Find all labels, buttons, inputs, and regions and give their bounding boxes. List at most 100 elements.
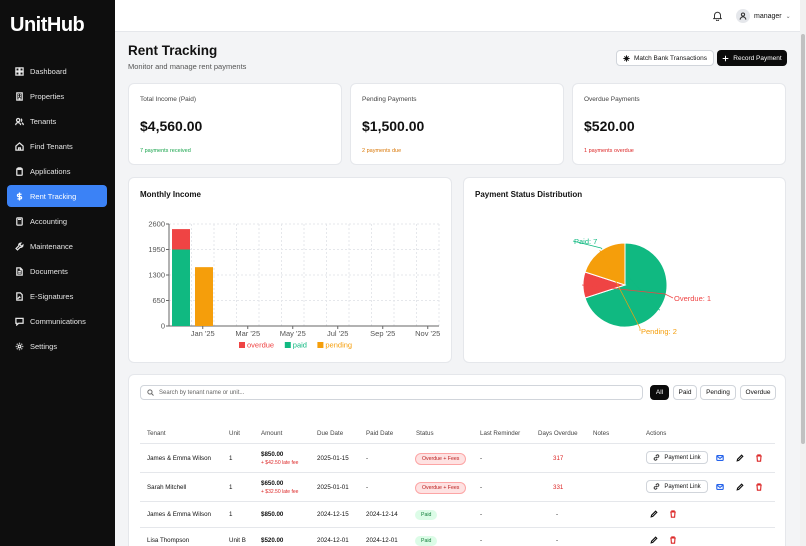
column-header: Actions (646, 430, 667, 437)
table-row[interactable]: James & Emma Wilson 1 $850.00 + $42.50 la… (140, 443, 775, 472)
days-overdue: 331 (553, 484, 564, 491)
sidebar-item-properties[interactable]: Properties (7, 85, 107, 107)
monthly-income-chart: 0 650 1300 1950 2600 Jan '25 Mar '25 May '25 Jul… (148, 220, 440, 350)
link-icon (654, 483, 660, 490)
stat-label: Pending Payments (362, 96, 417, 103)
table-row[interactable]: Sarah Mitchell 1 $650.00 + $32.50 late fe… (140, 472, 775, 501)
edit-icon[interactable] (650, 536, 659, 545)
bell-icon[interactable] (712, 11, 723, 23)
app-logo[interactable]: UnitHub (10, 14, 85, 36)
sidebar-item-label: Settings (30, 341, 58, 351)
y-tick-label: 2600 (148, 220, 165, 229)
y-tick-label: 1950 (148, 245, 165, 254)
tenant-name: Sarah Mitchell (147, 484, 187, 491)
tenant-name: James & Emma Wilson (147, 455, 211, 462)
filter-overdue-button[interactable]: Overdue (740, 385, 776, 400)
sidebar-item-label: Tenants (30, 116, 57, 126)
status-badge: Paid (415, 536, 438, 546)
column-header: Last Reminder (480, 430, 521, 437)
trash-icon[interactable] (755, 454, 764, 463)
legend-swatch (239, 342, 245, 348)
bar-pending (195, 267, 213, 326)
user-menu[interactable]: manager ⌄ (736, 9, 791, 23)
sidebar-item-accounting[interactable]: Accounting (7, 210, 107, 232)
paid-date: 2024-12-14 (366, 511, 398, 518)
search-input[interactable]: Search by tenant name or unit... (140, 385, 643, 400)
days-overdue: 317 (553, 455, 564, 462)
y-tick-label: 1300 (148, 271, 165, 280)
payment-link-label: Payment Link (664, 483, 701, 490)
stat-note: 1 payments overdue (584, 148, 634, 154)
column-header: Status (416, 430, 434, 437)
sidebar-item-dashboard[interactable]: Dashboard (7, 60, 107, 82)
legend-label: overdue (247, 341, 274, 350)
sidebar-item-label: Properties (30, 91, 65, 101)
stat-value: $4,560.00 (140, 118, 203, 134)
x-tick-label: Nov '25 (415, 329, 440, 338)
legend-label: paid (293, 341, 307, 350)
payment-link-button[interactable]: Payment Link (646, 480, 708, 493)
trash-icon[interactable] (755, 483, 764, 492)
sidebar-item-label: E-Signatures (30, 291, 74, 301)
sidebar-item-maintenance[interactable]: Maintenance (7, 235, 107, 257)
y-tick-label: 0 (161, 322, 165, 331)
last-reminder: - (480, 484, 483, 491)
unit: Unit B (229, 537, 246, 544)
sidebar-item-settings[interactable]: Settings (7, 335, 107, 357)
stat-value: $1,500.00 (362, 118, 425, 134)
record-payment-label: Record Payment (733, 54, 782, 62)
x-tick-label: Mar '25 (235, 329, 260, 338)
sidebar-item-label: Documents (30, 266, 68, 276)
amount-value: $850.00 (261, 451, 284, 458)
trash-icon[interactable] (669, 510, 678, 519)
file-icon (14, 266, 24, 276)
amount: $850.00 (261, 511, 284, 518)
table-row[interactable]: James & Emma Wilson 1 $850.00 2024-12-15… (140, 501, 775, 527)
y-tick-label: 650 (152, 296, 165, 305)
pie-leader-line (599, 250, 641, 331)
mail-icon[interactable] (716, 454, 725, 463)
sidebar-item-tenants[interactable]: Tenants (7, 110, 107, 132)
scrollbar[interactable] (800, 0, 806, 546)
payment-link-button[interactable]: Payment Link (646, 451, 708, 464)
x-tick-label: Sep '25 (370, 329, 395, 338)
paid-date: - (366, 484, 369, 491)
filter-paid-button[interactable]: Paid (673, 385, 697, 400)
match-bank-transactions-button[interactable]: Match Bank Transactions (616, 50, 714, 66)
stat-note: 7 payments received (140, 148, 191, 154)
mail-icon[interactable] (716, 483, 725, 492)
sidebar-item-communications[interactable]: Communications (7, 310, 107, 332)
clipboard-icon (14, 166, 24, 176)
column-header: Days Overdue (538, 430, 578, 437)
pie-leader-line (572, 240, 661, 311)
bar-overdue (172, 229, 190, 250)
table-row[interactable]: Lisa Thompson Unit B $520.00 2024-12-01 … (140, 527, 775, 546)
column-header: Paid Date (366, 430, 394, 437)
days-overdue: - (556, 511, 559, 518)
record-payment-button[interactable]: Record Payment (717, 50, 787, 66)
sidebar-item-rent-tracking[interactable]: Rent Tracking (7, 185, 107, 207)
trash-icon[interactable] (669, 536, 678, 545)
edit-icon[interactable] (650, 510, 659, 519)
match-bank-transactions-label: Match Bank Transactions (634, 54, 707, 62)
sidebar-item-find-tenants[interactable]: Find Tenants (7, 135, 107, 157)
edit-icon[interactable] (736, 454, 745, 463)
sidebar-item-documents[interactable]: Documents (7, 260, 107, 282)
stat-value: $520.00 (584, 118, 635, 134)
filter-all-button[interactable]: All (650, 385, 669, 400)
due-date: 2024-12-15 (317, 511, 349, 518)
filter-pending-button[interactable]: Pending (700, 385, 736, 400)
sidebar-item-e-signatures[interactable]: E-Signatures (7, 285, 107, 307)
dashboard-icon (14, 66, 24, 76)
sidebar-item-applications[interactable]: Applications (7, 160, 107, 182)
user-name: manager (754, 12, 782, 20)
chevron-down-icon: ⌄ (785, 13, 791, 20)
sidebar-item-label: Dashboard (30, 66, 67, 76)
scrollbar-thumb[interactable] (801, 34, 805, 444)
sidebar-item-label: Find Tenants (30, 141, 73, 151)
status-badge: Paid (415, 510, 438, 520)
edit-icon[interactable] (736, 483, 745, 492)
pie-label: Paid: 7 (574, 237, 597, 246)
payment-distribution-card: Payment Status Distribution Paid: 7 Overd… (463, 177, 786, 363)
dollar-icon (14, 191, 24, 201)
